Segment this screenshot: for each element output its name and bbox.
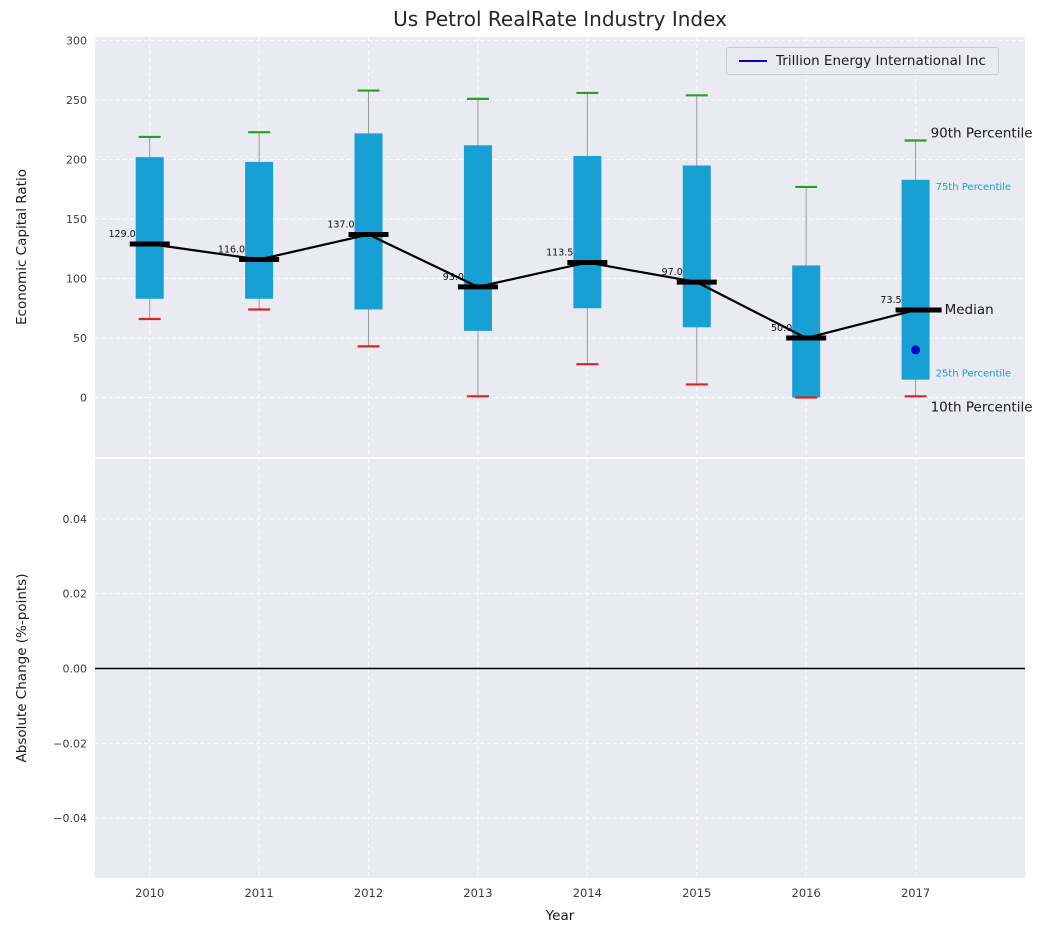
annotation-p25: 25th Percentile (936, 369, 1012, 380)
iqr-box (135, 157, 164, 299)
boxplot-2012 (354, 89, 383, 348)
y-axis-label-top: Economic Capital Ratio (14, 169, 30, 325)
boxplot-2010 (135, 135, 164, 321)
boxplot-2014 (573, 91, 602, 366)
series-point (911, 345, 921, 355)
boxplot-2015 (682, 94, 711, 386)
boxplot-2011 (245, 131, 274, 311)
annotation-p10: 10th Percentile (931, 399, 1033, 415)
legend-line-sample (739, 60, 767, 62)
chart-title: Us Petrol RealRate Industry Index (393, 7, 727, 31)
annotation-p75: 75th Percentile (936, 182, 1012, 193)
annotation-p90: 90th Percentile (931, 126, 1033, 142)
ytick-label-top: 250 (66, 94, 87, 107)
xtick-label: 2010 (135, 886, 164, 900)
median-value-label: 93.0 (443, 272, 464, 283)
median-value-label: 129.0 (109, 229, 136, 240)
iqr-box (682, 165, 711, 328)
xtick-label: 2017 (901, 886, 930, 900)
xtick-label: 2015 (682, 886, 711, 900)
ytick-label-bottom: 0.00 (63, 663, 88, 676)
ytick-label-bottom: 0.02 (63, 588, 88, 601)
median-value-label: 73.5 (880, 295, 901, 306)
ytick-label-top: 200 (66, 154, 87, 167)
median-trend-line (149, 233, 916, 340)
xtick-label: 2013 (463, 886, 492, 900)
y-axis-label-bottom: Absolute Change (%-points) (14, 573, 30, 763)
boxplot-2016 (792, 185, 821, 399)
iqr-box (792, 265, 821, 398)
ytick-label-top: 100 (66, 273, 87, 286)
ytick-label-top: 300 (66, 35, 87, 48)
xtick-label: 2012 (354, 886, 383, 900)
xtick-label: 2011 (244, 886, 273, 900)
legend: Trillion Energy International Inc (726, 47, 999, 75)
legend-label: Trillion Energy International Inc (776, 53, 986, 69)
median-value-label: 97.0 (662, 267, 683, 278)
iqr-box (573, 155, 602, 309)
x-axis-label: Year (545, 908, 575, 924)
iqr-box (245, 161, 274, 299)
ytick-label-bottom: −0.02 (53, 737, 87, 750)
median-value-label: 116.0 (218, 244, 245, 255)
ytick-label-top: 150 (66, 213, 87, 226)
iqr-box (354, 133, 383, 310)
ytick-label-top: 50 (73, 332, 87, 345)
xtick-label: 2016 (792, 886, 821, 900)
boxplot-2013 (463, 97, 492, 398)
xtick-label: 2014 (573, 886, 602, 900)
iqr-box (463, 145, 492, 331)
median-value-label: 50.0 (771, 323, 792, 334)
ytick-label-bottom: −0.04 (53, 812, 87, 825)
ytick-label-bottom: 0.04 (63, 513, 88, 526)
median-value-label: 137.0 (327, 220, 354, 231)
ytick-label-top: 0 (80, 392, 87, 405)
annotation-median: Median (945, 302, 994, 318)
median-value-label: 113.5 (546, 247, 573, 258)
